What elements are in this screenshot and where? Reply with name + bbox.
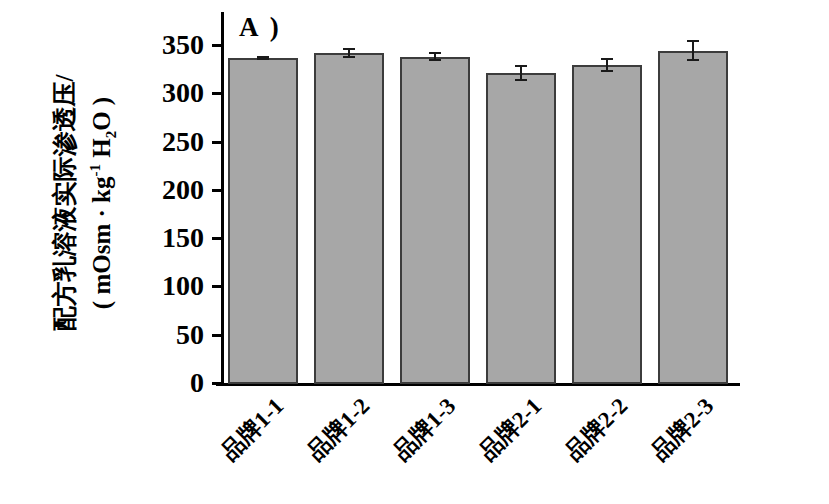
error-bar-cap-bottom (429, 59, 441, 61)
y-axis-tick-label: 250 (132, 125, 204, 159)
error-bar-cap-bottom (257, 58, 269, 60)
y-axis-tick-label: 150 (132, 221, 204, 255)
y-axis-tick (212, 237, 221, 240)
y-axis-tick-label: 300 (132, 76, 204, 110)
bar (572, 65, 642, 384)
y-axis-tick (212, 334, 221, 337)
x-tick-label: 品牌2-3 (645, 391, 721, 467)
bar (658, 51, 728, 384)
y-axis-unit-subscript: 2 (103, 131, 119, 139)
error-bar-cap-top (515, 65, 527, 67)
error-bar-cap-bottom (343, 56, 355, 58)
error-bar-cap-top (687, 40, 699, 42)
y-axis-tick (212, 189, 221, 192)
bar (400, 57, 470, 384)
y-axis-unit-suffix: O ) (88, 97, 115, 131)
y-axis-unit-superscript: -1 (87, 164, 103, 177)
error-bar-stem (520, 66, 522, 80)
y-axis-unit-prefix: ( mOsm · kg (88, 177, 115, 310)
error-bar-cap-bottom (601, 70, 613, 72)
y-axis-tick-label: 200 (132, 173, 204, 207)
x-tick-label: 品牌1-1 (215, 391, 291, 467)
error-bar-cap-bottom (515, 79, 527, 81)
y-axis-tick (212, 92, 221, 95)
y-axis-unit-mid: H (88, 138, 115, 164)
y-axis-tick (212, 285, 221, 288)
y-axis-unit: ( mOsm · kg-1 H2O ) (80, 75, 126, 332)
x-tick-label: 品牌1-2 (301, 391, 377, 467)
y-axis-tick-label: 100 (132, 269, 204, 303)
y-axis-tick-label: 0 (132, 366, 204, 400)
y-axis-tick-label: 350 (132, 28, 204, 62)
error-bar-cap-top (429, 52, 441, 54)
error-bar-cap-top (343, 48, 355, 50)
error-bar-cap-bottom (687, 59, 699, 61)
bar-chart-figure: 配方乳溶液实际渗透压/ ( mOsm · kg-1 H2O ) A ) 0 50 1… (0, 0, 829, 504)
x-tick-label: 品牌1-3 (387, 391, 463, 467)
y-axis-title-text: 配方乳溶液实际渗透压/ (49, 75, 80, 332)
bar (228, 58, 298, 384)
bar (314, 53, 384, 384)
y-axis-spine (221, 12, 224, 386)
y-axis-tick (212, 44, 221, 47)
y-axis-tick (212, 141, 221, 144)
panel-label: A ) (239, 12, 282, 43)
error-bar-stem (692, 41, 694, 60)
x-tick-label: 品牌2-2 (559, 391, 635, 467)
y-axis-tick-label: 50 (132, 318, 204, 352)
x-tick-label: 品牌2-1 (473, 391, 549, 467)
y-axis-tick (212, 382, 221, 385)
bar (486, 73, 556, 384)
error-bar-cap-top (601, 58, 613, 60)
y-axis-title: 配方乳溶液实际渗透压/ ( mOsm · kg-1 H2O ) (49, 75, 126, 332)
